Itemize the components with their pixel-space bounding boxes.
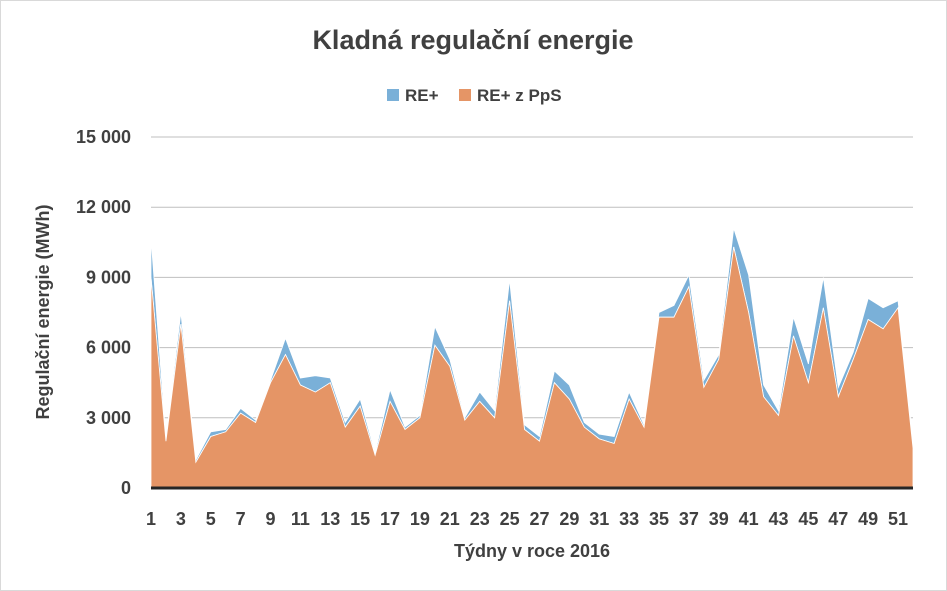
x-tick-label: 11 (291, 509, 310, 529)
x-tick-label: 45 (798, 509, 818, 529)
x-tick-label: 39 (709, 509, 729, 529)
x-tick-label: 7 (236, 509, 246, 529)
legend: RE+ RE+ z PpS (387, 86, 562, 105)
x-tick-label: 17 (380, 509, 400, 529)
legend-swatch-re-plus-pps (459, 89, 471, 101)
x-tick-label: 31 (589, 509, 609, 529)
plot-areas (150, 228, 914, 489)
x-tick-label: 25 (500, 509, 520, 529)
y-tick-label: 0 (121, 478, 131, 498)
x-tick-label: 47 (828, 509, 848, 529)
legend-label-re-plus-pps: RE+ z PpS (477, 86, 562, 105)
x-tick-label: 37 (679, 509, 699, 529)
x-tick-label: 35 (649, 509, 669, 529)
x-tick-label: 21 (440, 509, 460, 529)
x-tick-label: 1 (146, 509, 156, 529)
x-tick-label: 3 (176, 509, 186, 529)
x-tick-label: 23 (470, 509, 490, 529)
legend-swatch-re-plus (387, 89, 399, 101)
y-tick-label: 6 000 (86, 338, 131, 358)
x-tick-label: 29 (559, 509, 579, 529)
legend-label-re-plus: RE+ (405, 86, 439, 105)
x-tick-label: 27 (529, 509, 549, 529)
x-axis-ticks: 1 3 5 7 9 11 13 15 17 19 21 23 25 27 29 31 33 35 37 39 41 43 4… (146, 509, 908, 529)
x-tick-label: 43 (769, 509, 789, 529)
x-tick-label: 41 (739, 509, 759, 529)
x-tick-label: 13 (320, 509, 340, 529)
y-tick-label: 9 000 (86, 267, 131, 287)
x-tick-label: 49 (858, 509, 878, 529)
y-axis-title: Regulační energie (MWh) (33, 204, 53, 419)
y-tick-label: 15 000 (76, 127, 131, 147)
y-tick-label: 3 000 (86, 408, 131, 428)
x-axis-title: Týdny v roce 2016 (454, 541, 610, 561)
x-tick-label: 9 (266, 509, 276, 529)
x-tick-label: 5 (206, 509, 216, 529)
chart-title: Kladná regulační energie (312, 25, 633, 55)
x-tick-label: 33 (619, 509, 639, 529)
y-tick-label: 12 000 (76, 197, 131, 217)
re-plus-pps-area (150, 246, 914, 489)
x-tick-label: 15 (350, 509, 370, 529)
x-tick-label: 51 (888, 509, 908, 529)
y-axis-ticks: 0 3 000 6 000 9 000 12 000 15 000 (76, 127, 131, 498)
x-tick-label: 19 (410, 509, 430, 529)
